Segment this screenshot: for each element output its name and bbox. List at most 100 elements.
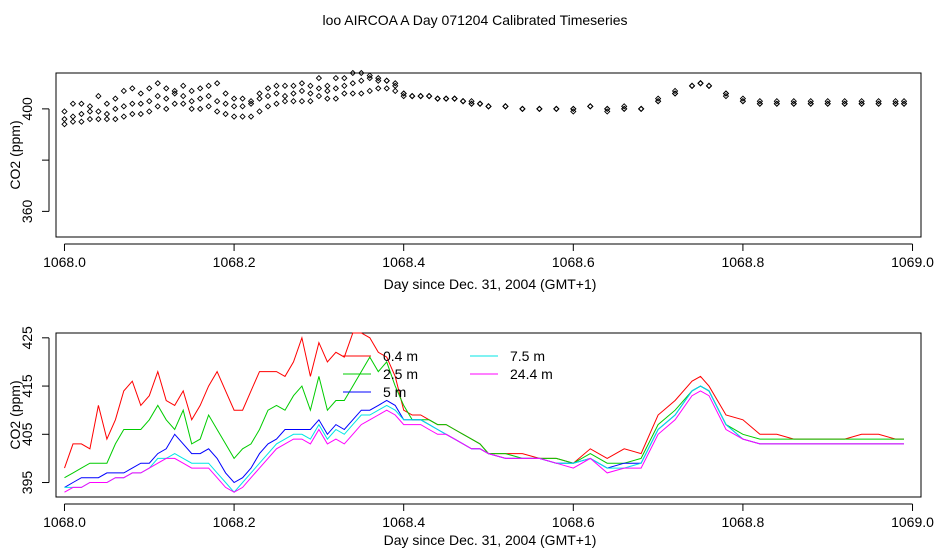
data-point xyxy=(621,105,628,113)
data-point xyxy=(858,98,865,105)
data-point xyxy=(434,95,441,102)
data-point xyxy=(324,87,331,95)
data-point xyxy=(163,85,170,92)
legend-label: 24.4 m xyxy=(510,366,553,382)
data-point xyxy=(426,92,433,100)
legend-label: 0.4 m xyxy=(383,348,418,364)
data-point xyxy=(688,82,696,89)
x-tick-label: 1068.2 xyxy=(213,254,256,270)
data-point xyxy=(188,87,195,95)
data-point xyxy=(273,100,280,107)
bottom-plot-x-axis: 1068.0 1068.2 1068.4 1068.6 1068.8 1069.0 xyxy=(43,503,934,530)
data-point xyxy=(239,113,246,120)
data-point xyxy=(358,77,365,84)
top-plot: 1068.0 1068.2 1068.4 1068.6 1068.8 1069.0 360… xyxy=(7,69,934,292)
data-point xyxy=(222,90,229,97)
data-point xyxy=(900,98,908,105)
data-point xyxy=(375,74,382,82)
x-tick-label: 1069.0 xyxy=(891,254,934,270)
data-point xyxy=(290,82,297,89)
data-point xyxy=(434,95,441,102)
bottom-plot-legend: 0.4 m 2.5 m 5 m 7.5 m 24.4 m xyxy=(343,348,553,400)
data-point xyxy=(213,98,221,105)
data-point xyxy=(790,100,797,107)
y-tick-label: 395 xyxy=(19,471,35,495)
data-point xyxy=(587,103,594,110)
series-line-5-m xyxy=(64,385,904,488)
data-point xyxy=(103,100,111,107)
data-point xyxy=(383,77,390,84)
data-point xyxy=(78,110,85,118)
data-point xyxy=(459,98,467,105)
y-tick-label: 405 xyxy=(19,422,35,446)
x-tick-label: 1068.0 xyxy=(43,514,86,530)
data-point xyxy=(256,108,263,115)
data-point xyxy=(205,82,212,89)
data-point xyxy=(180,82,187,89)
data-point xyxy=(536,105,543,113)
data-point xyxy=(137,90,144,97)
data-point xyxy=(841,98,848,105)
data-point xyxy=(824,98,831,105)
data-point xyxy=(197,85,204,92)
data-point xyxy=(392,80,399,87)
data-point xyxy=(417,92,424,100)
top-plot-y-axis: 360 400 xyxy=(19,97,50,223)
data-point xyxy=(95,92,102,100)
data-point xyxy=(222,110,229,118)
data-point xyxy=(112,95,119,102)
data-point xyxy=(502,103,509,110)
legend-label: 7.5 m xyxy=(510,348,545,364)
data-point xyxy=(451,95,458,102)
data-point xyxy=(188,98,195,105)
data-point xyxy=(86,103,94,110)
bottom-plot-y-label: CO2 (ppm) xyxy=(7,380,23,449)
data-point xyxy=(256,90,263,97)
data-point xyxy=(180,100,187,107)
data-point xyxy=(264,92,272,100)
data-point xyxy=(722,92,730,100)
series-line-7-5-m xyxy=(64,385,904,493)
x-tick-label: 1068.4 xyxy=(382,514,425,530)
data-point xyxy=(332,74,339,82)
data-point xyxy=(587,103,594,110)
data-point xyxy=(705,82,713,89)
data-point xyxy=(61,115,68,123)
data-point xyxy=(451,95,458,102)
data-point xyxy=(858,100,865,107)
data-point xyxy=(638,105,645,113)
data-point xyxy=(400,92,407,100)
data-point xyxy=(654,95,662,102)
data-point xyxy=(188,105,195,113)
data-point xyxy=(171,90,178,97)
data-point xyxy=(298,98,306,105)
top-plot-marks xyxy=(61,69,908,128)
data-point xyxy=(638,105,645,113)
data-point xyxy=(341,82,348,89)
data-point xyxy=(366,87,373,95)
data-point xyxy=(824,100,831,107)
data-point xyxy=(688,82,696,89)
data-point xyxy=(426,92,433,100)
data-point xyxy=(129,110,136,118)
data-point xyxy=(120,113,127,120)
data-point xyxy=(290,98,297,105)
data-point xyxy=(69,113,77,120)
data-point xyxy=(358,69,365,77)
data-point xyxy=(247,113,255,120)
data-point xyxy=(146,85,153,92)
data-point xyxy=(273,90,280,97)
data-point xyxy=(120,103,127,110)
data-point xyxy=(171,87,178,95)
data-point xyxy=(434,95,441,102)
data-point xyxy=(332,95,339,102)
data-point xyxy=(722,90,730,97)
data-point xyxy=(392,87,399,95)
data-point xyxy=(417,92,424,100)
data-point xyxy=(298,87,306,95)
data-point xyxy=(900,100,908,107)
data-point xyxy=(502,103,509,110)
data-point xyxy=(875,100,882,107)
data-point xyxy=(476,100,484,107)
